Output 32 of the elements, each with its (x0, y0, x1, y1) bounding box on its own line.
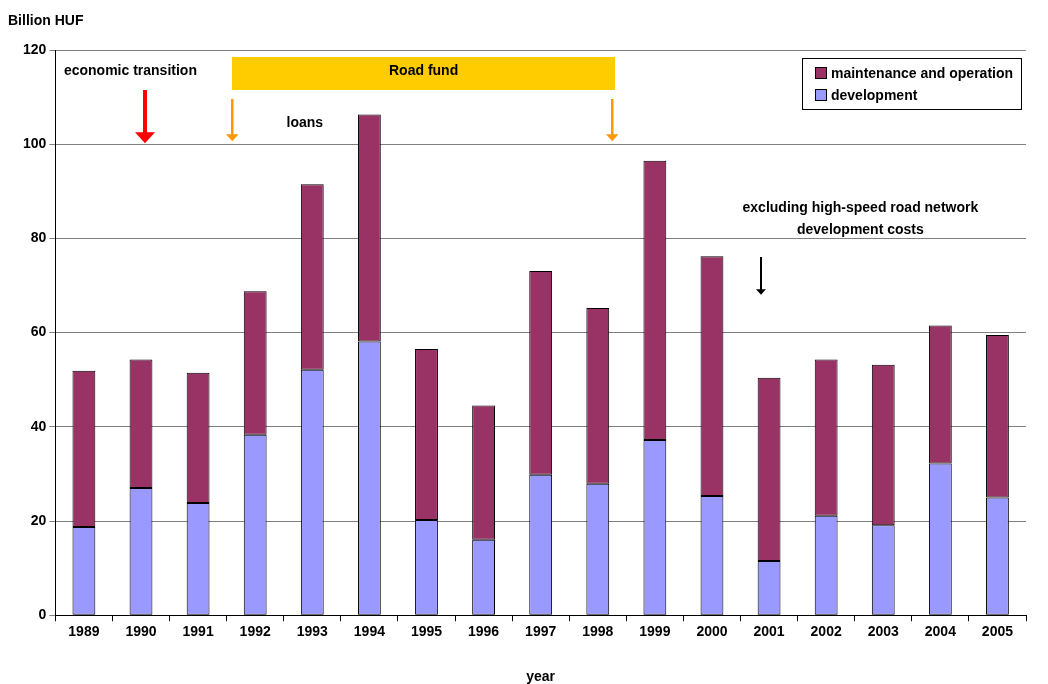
banner-box: Road fund (232, 57, 615, 90)
x-tick-label: 2001 (753, 623, 785, 640)
x-tick-label: 1994 (353, 623, 386, 640)
x-tick-label: 2002 (810, 623, 842, 640)
x-tick-label: 1993 (296, 623, 329, 640)
x-tick-label: 2004 (924, 623, 957, 640)
y-tick-label: 120 (23, 40, 47, 57)
y-tick-label: 0 (38, 606, 47, 623)
legend-label: development (831, 87, 918, 103)
x-tick-label: 1997 (525, 623, 557, 640)
x-tick-label: 2005 (981, 623, 1014, 640)
x-tick-label: 1995 (410, 623, 443, 640)
x-tick-label: 1989 (68, 623, 100, 640)
x-tick-label: 1999 (639, 623, 671, 640)
annotation: economic transition (63, 62, 197, 78)
y-axis-title: Billion HUF (8, 12, 84, 28)
x-tick-label: 1990 (125, 623, 157, 640)
y-tick-label: 100 (23, 135, 47, 152)
y-tick-label: 20 (30, 511, 47, 528)
x-tick-label: 1998 (582, 623, 614, 640)
x-tick-label: 1991 (182, 623, 214, 640)
y-tick-label: 40 (30, 417, 47, 434)
annotation: excluding high-speed road network development costs (741, 198, 980, 239)
x-tick-label: 2003 (867, 623, 900, 640)
annotation: loans (286, 114, 324, 130)
x-tick-label: 2000 (696, 623, 728, 640)
x-tick-label: 1996 (468, 623, 500, 640)
x-axis-title: year (526, 668, 556, 684)
x-tick-label: 1992 (239, 623, 271, 640)
y-tick-label: 80 (30, 229, 47, 246)
y-tick-label: 60 (30, 323, 47, 340)
legend-label: maintenance and operation (831, 65, 1014, 81)
